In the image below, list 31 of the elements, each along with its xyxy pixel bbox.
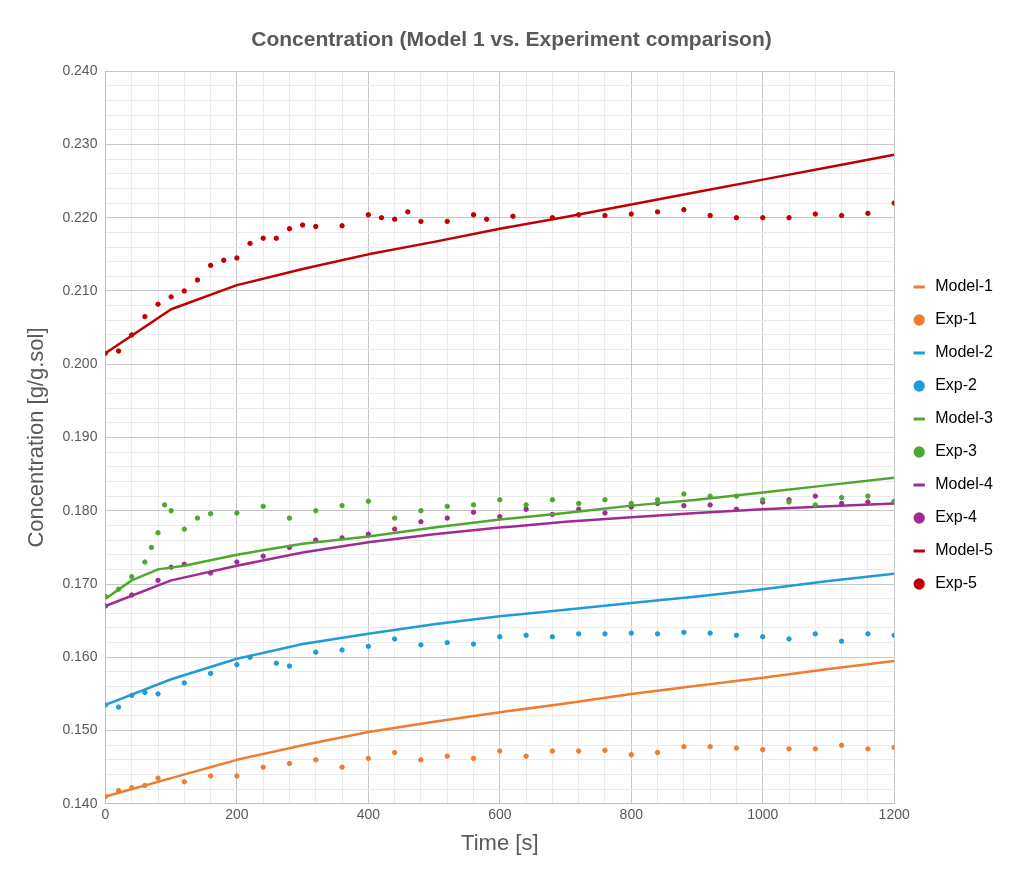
y-tick-label: 0.200 — [62, 355, 98, 372]
legend-label: Exp-5 — [935, 574, 978, 592]
y-tick-label: 0.240 — [62, 62, 98, 79]
x-tick-label: 1200 — [878, 806, 910, 823]
x-tick-label: 1000 — [747, 806, 779, 823]
y-tick-label: 0.140 — [62, 794, 98, 811]
legend-label: Model-3 — [935, 409, 994, 427]
legend-label: Model-2 — [935, 343, 994, 361]
x-tick-label: 0 — [101, 806, 110, 823]
y-tick-label: 0.230 — [62, 135, 98, 152]
x-tick-label: 600 — [488, 806, 512, 823]
legend-label: Exp-1 — [935, 310, 978, 328]
y-tick-label: 0.170 — [62, 574, 98, 591]
legend-label: Model-1 — [935, 277, 994, 295]
y-tick-label: 0.210 — [62, 281, 98, 298]
y-tick-label: 0.160 — [62, 648, 98, 665]
legend-label: Exp-3 — [935, 442, 978, 460]
x-axis-title: Time [s] — [461, 829, 539, 855]
legend-label: Exp-4 — [935, 508, 978, 526]
legend-label: Model-4 — [935, 475, 994, 493]
legend-label: Model-5 — [935, 541, 994, 559]
legend-label: Exp-2 — [935, 376, 978, 394]
x-tick-label: 200 — [225, 806, 249, 823]
y-tick-label: 0.220 — [62, 208, 98, 225]
y-tick-label: 0.190 — [62, 428, 98, 445]
y-axis-title: Concentration [g/g.sol] — [23, 327, 49, 548]
y-tick-label: 0.150 — [62, 721, 98, 738]
chart-title: Concentration (Model 1 vs. Experiment comparison) — [251, 27, 772, 51]
x-tick-label: 800 — [619, 806, 644, 823]
y-tick-label: 0.180 — [62, 501, 98, 518]
x-tick-label: 400 — [356, 806, 381, 823]
